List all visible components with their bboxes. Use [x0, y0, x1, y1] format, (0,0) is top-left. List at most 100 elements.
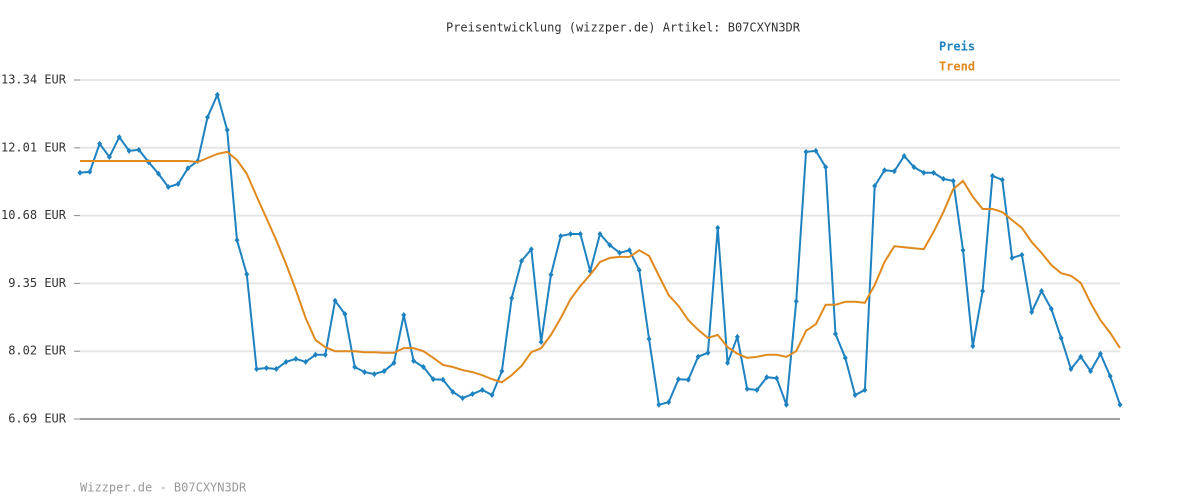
- point-marker: [980, 288, 986, 295]
- point-marker: [754, 386, 760, 393]
- point-marker: [489, 392, 495, 399]
- point-marker: [312, 351, 318, 358]
- point-marker: [254, 366, 260, 373]
- point-marker: [852, 392, 858, 399]
- point-marker: [970, 343, 976, 350]
- point-marker: [783, 401, 789, 408]
- point-marker: [322, 351, 328, 358]
- y-tick-label: 10.68 EUR: [1, 208, 67, 222]
- point-marker: [460, 395, 466, 402]
- point-marker: [960, 247, 966, 254]
- point-marker: [224, 126, 230, 133]
- legend-label: Preis: [939, 40, 975, 54]
- point-marker: [1097, 350, 1103, 357]
- point-marker: [1088, 368, 1094, 375]
- point-marker: [832, 330, 838, 337]
- point-marker: [813, 147, 819, 154]
- point-marker: [450, 388, 456, 395]
- point-marker: [666, 399, 672, 406]
- point-marker: [185, 165, 191, 172]
- point-marker: [1117, 401, 1123, 408]
- point-marker: [283, 358, 289, 365]
- point-marker: [558, 232, 564, 239]
- point-marker: [263, 365, 269, 372]
- point-marker: [734, 333, 740, 340]
- point-marker: [931, 169, 937, 176]
- point-marker: [921, 169, 927, 176]
- point-marker: [273, 366, 279, 373]
- point-marker: [293, 355, 299, 362]
- y-tick-label: 12.01 EUR: [1, 140, 67, 154]
- point-marker: [685, 376, 691, 383]
- point-marker: [882, 167, 888, 174]
- y-tick-label: 6.69 EUR: [8, 412, 67, 426]
- point-marker: [548, 271, 554, 278]
- point-marker: [725, 359, 731, 366]
- point-marker: [1058, 334, 1064, 341]
- point-marker: [244, 271, 250, 278]
- series-line: [80, 150, 1121, 384]
- y-tick-label: 13.34 EUR: [1, 73, 67, 87]
- point-marker: [901, 152, 907, 159]
- point-marker: [911, 164, 917, 171]
- point-marker: [774, 375, 780, 382]
- point-marker: [675, 376, 681, 383]
- point-marker: [528, 246, 534, 253]
- point-marker: [87, 168, 93, 175]
- point-marker: [646, 335, 652, 342]
- point-marker: [77, 169, 83, 176]
- point-marker: [175, 180, 181, 187]
- point-marker: [705, 349, 711, 356]
- point-marker: [332, 297, 338, 304]
- point-marker: [391, 359, 397, 366]
- point-marker: [872, 183, 878, 190]
- point-marker: [106, 153, 112, 160]
- point-marker: [97, 140, 103, 147]
- point-marker: [764, 374, 770, 381]
- point-marker: [891, 168, 897, 175]
- point-marker: [381, 368, 387, 375]
- point-marker: [538, 339, 544, 346]
- point-marker: [155, 170, 161, 177]
- chart-title: Preisentwicklung (wizzper.de) Artikel: B…: [446, 21, 801, 35]
- point-marker: [999, 176, 1005, 183]
- point-marker: [1039, 288, 1045, 295]
- point-marker: [950, 177, 956, 184]
- point-marker: [1107, 373, 1113, 380]
- point-marker: [214, 91, 220, 98]
- point-marker: [303, 358, 309, 365]
- legend-label: Trend: [939, 60, 975, 74]
- y-tick-label: 9.35 EUR: [8, 276, 67, 290]
- point-marker: [803, 148, 809, 155]
- point-marker: [842, 354, 848, 361]
- point-marker: [989, 172, 995, 179]
- point-marker: [1009, 254, 1015, 261]
- point-marker: [362, 369, 368, 376]
- point-marker: [607, 242, 613, 249]
- point-marker: [1048, 305, 1054, 312]
- point-marker: [165, 184, 171, 191]
- point-marker: [715, 224, 721, 231]
- point-marker: [823, 164, 829, 171]
- point-marker: [440, 376, 446, 383]
- point-marker: [116, 134, 122, 141]
- point-marker: [940, 175, 946, 182]
- point-marker: [205, 114, 211, 121]
- point-marker: [1029, 308, 1035, 315]
- point-marker: [420, 364, 426, 371]
- point-marker: [371, 371, 377, 378]
- point-marker: [411, 357, 417, 364]
- point-marker: [234, 237, 240, 244]
- point-marker: [342, 310, 348, 317]
- point-marker: [577, 230, 583, 237]
- point-marker: [401, 312, 407, 319]
- point-marker: [695, 353, 701, 360]
- point-marker: [1078, 353, 1084, 360]
- point-marker: [617, 249, 623, 256]
- point-marker: [126, 147, 132, 154]
- point-marker: [636, 267, 642, 274]
- point-marker: [1068, 366, 1074, 373]
- point-marker: [499, 368, 505, 375]
- point-marker: [509, 295, 515, 302]
